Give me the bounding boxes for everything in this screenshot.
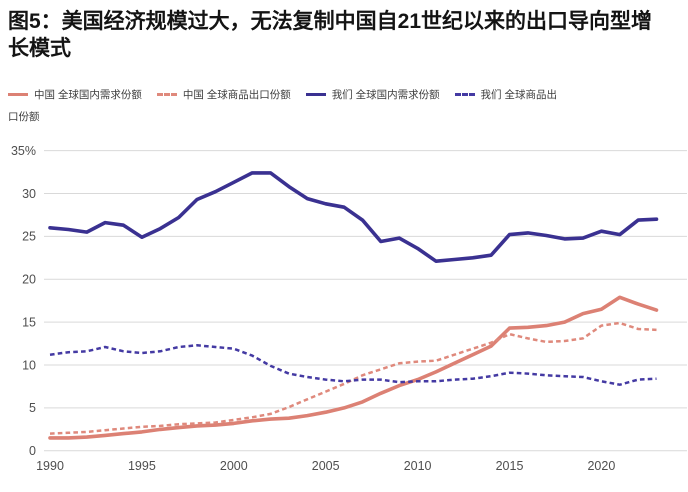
legend-swatch-china-exports-icon <box>156 92 177 96</box>
y-tick-label-35: 35% <box>11 144 36 158</box>
x-tick-label-2005: 2005 <box>312 459 340 473</box>
x-tick-label-2020: 2020 <box>587 459 615 473</box>
x-tick-label-1995: 1995 <box>128 459 156 473</box>
y-tick-label-20: 20 <box>22 273 36 287</box>
legend-label-china-exports: 中国 全球商品出口份额 <box>182 89 291 101</box>
y-tick-label-25: 25 <box>22 230 36 244</box>
series-line-0 <box>48 295 659 440</box>
legend-label-china-demand: 中国 全球国内需求份额 <box>34 89 142 101</box>
x-tick-label-2010: 2010 <box>404 459 432 473</box>
legend-item-china-demand: 中国 全球国内需求份额 <box>8 89 142 101</box>
legend-swatch-china-demand-icon <box>8 92 28 96</box>
legend-item-us-exports: 我们 全球商品出口份额 <box>8 89 557 123</box>
series-line-1 <box>49 321 657 435</box>
y-tick-label-15: 15 <box>22 315 36 329</box>
x-tick-label-1990: 1990 <box>36 459 64 473</box>
figure-title: 图5：美国经济规模过大，无法复制中国自21世纪以来的出口导向型增长模式 <box>8 10 653 60</box>
legend-swatch-us-exports-icon <box>454 92 475 96</box>
legend-label-us-exports: 我们 全球商品出口份额 <box>8 89 557 123</box>
y-tick-label-0: 0 <box>29 444 36 458</box>
y-tick-label-10: 10 <box>22 358 36 372</box>
legend-item-us-demand: 我们 全球国内需求份额 <box>305 89 440 101</box>
y-tick-label-5: 5 <box>29 401 36 415</box>
series-line-2 <box>48 171 659 264</box>
series-line-3 <box>49 344 657 386</box>
legend-swatch-us-demand-icon <box>305 92 326 96</box>
x-tick-label-2000: 2000 <box>220 459 248 473</box>
y-tick-label-30: 30 <box>22 187 36 201</box>
legend-label-us-demand: 我们 全球国内需求份额 <box>331 89 440 101</box>
legend-item-china-exports: 中国 全球商品出口份额 <box>156 89 291 101</box>
chart-legend: 中国 全球国内需求份额 中国 全球商品出口份额 我们 全球国内需求份额 我们 全… <box>8 84 564 128</box>
x-tick-label-2015: 2015 <box>496 459 524 473</box>
